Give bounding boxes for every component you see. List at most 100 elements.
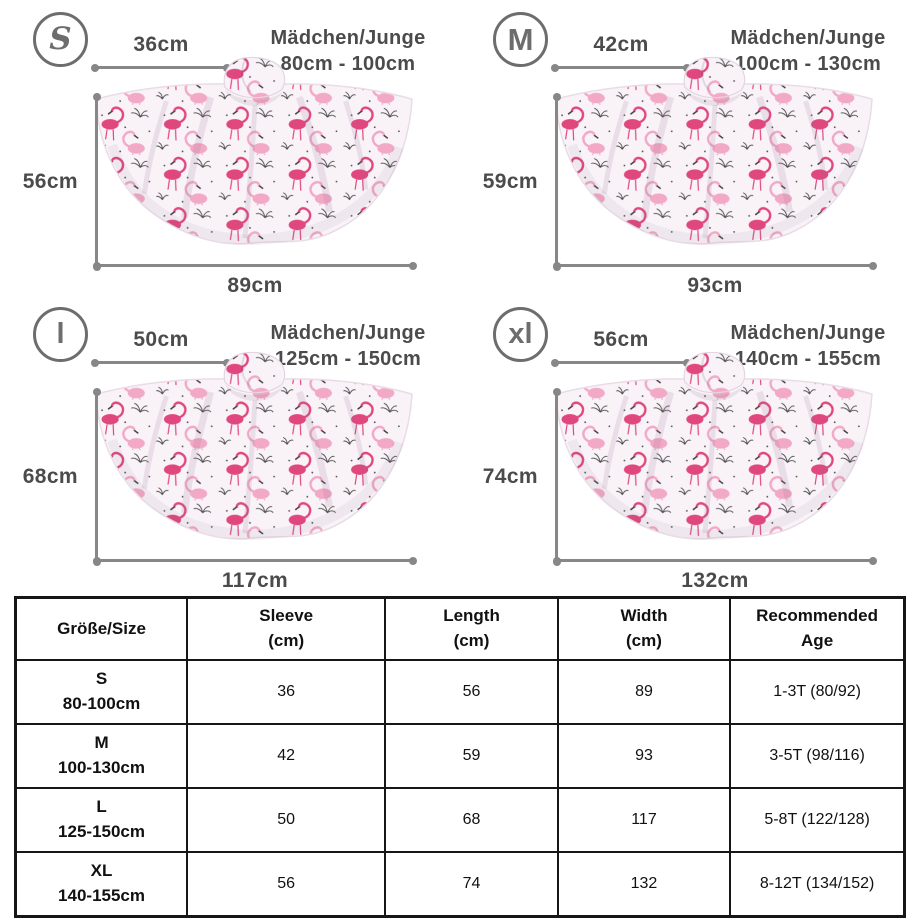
cape-collar [683,56,746,99]
poncho-svg [95,351,413,541]
cell-age: 5-8T (122/128) [729,787,906,853]
size-range: 140-155cm [58,886,146,905]
cape-collar [683,351,746,394]
header-line: (cm) [268,631,305,650]
size-diagram-grid: S 36cm Mädchen/Junge 80cm - 100cm [0,0,920,592]
flamingo-poncho-image [552,349,876,566]
width-measure-label: 89cm [227,274,283,297]
header-line: Age [801,631,834,650]
table-row: M 100-130cm 42 59 93 3-5T (98/116) [14,723,906,789]
under-collar-shadow [224,384,284,401]
table-row: XL 140-155cm 56 74 132 8-12T (134/152) [14,851,906,918]
height-range-text: 100cm - 130cm [734,53,882,75]
collar-fold-line [700,354,712,388]
sleeve-dimension-line [91,358,231,367]
poncho-svg [555,56,873,246]
width-dimension-line [553,261,877,270]
cell-sleeve: 36 [186,659,387,725]
sleeve-dimension-line [551,63,691,72]
audience-label: Mädchen/Junge 100cm - 130cm [716,25,900,77]
sleeve-measure-label: 56cm [593,328,649,351]
header-line: Recommended [756,606,879,626]
cell-age: 8-12T (134/152) [729,851,906,918]
cell-size: XL 140-155cm [14,851,189,918]
width-measure-label: 117cm [221,569,289,592]
header-line: Sleeve [259,606,314,626]
cell-length: 59 [384,723,559,789]
cell-age: 3-5T (98/116) [729,723,906,789]
width-measure-label: 93cm [687,274,743,297]
size-letter: L [96,797,107,817]
length-dimension-line [552,388,561,566]
size-table: Größe/Size Sleeve (cm) Length (cm) Width… [14,596,906,918]
collar-fold-line [240,59,252,93]
header-size: Größe/Size [14,596,189,661]
header-recommended-age: Recommended Age [729,596,906,661]
cell-sleeve: 42 [186,723,387,789]
audience-text: Mädchen/Junge [270,27,426,49]
size-letter: M [94,733,109,753]
height-range-text: 125cm - 150cm [274,348,422,370]
fold-shading [107,390,404,541]
fold-shading [567,95,864,246]
fold-shading [567,390,864,541]
cell-width: 117 [556,787,732,853]
width-dimension-line [93,556,417,565]
size-range: 125-150cm [58,822,146,841]
size-badge: xl [493,307,548,362]
size-badge: S [33,12,88,67]
header-line: Width [620,606,668,626]
header-line: (cm) [453,631,490,650]
sleeve-measure-label: 36cm [133,33,189,56]
size-badge: l [33,307,88,362]
cape-collar [223,56,286,99]
cell-sleeve: 56 [186,851,387,918]
sleeve-measure-label: 42cm [593,33,649,56]
flamingo-poncho-image [552,54,876,271]
table-header-row: Größe/Size Sleeve (cm) Length (cm) Width… [14,596,906,661]
cell-size: L 125-150cm [14,787,189,853]
width-dimension-line [553,556,877,565]
under-collar-shadow [684,89,744,106]
height-range-text: 80cm - 100cm [280,53,416,75]
size-panel-xl: xl 56cm Mädchen/Junge 140cm - 155cm [460,295,920,592]
width-measure-label: 132cm [681,569,749,592]
size-range: 100-130cm [58,758,146,777]
poncho-svg [95,56,413,246]
cell-size: S 80-100cm [14,659,189,725]
header-sleeve: Sleeve (cm) [186,596,387,661]
cell-sleeve: 50 [186,787,387,853]
cell-length: 56 [384,659,559,725]
table-row: S 80-100cm 36 56 89 1-3T (80/92) [14,659,906,725]
size-panel-s: S 36cm Mädchen/Junge 80cm - 100cm [0,0,460,297]
under-collar-shadow [684,384,744,401]
cell-length: 68 [384,787,559,853]
collar-fold-line [240,354,252,388]
size-letter: XL [90,861,113,881]
audience-label: Mädchen/Junge 80cm - 100cm [256,25,440,77]
collar-fold-line [700,59,712,93]
cell-width: 132 [556,851,732,918]
under-collar-shadow [224,89,284,106]
length-measure-label: 74cm [482,465,538,488]
header-width: Width (cm) [556,596,732,661]
header-line: (cm) [626,631,662,650]
width-dimension-line [93,261,417,270]
poncho-svg [555,351,873,541]
length-measure-label: 68cm [22,465,78,488]
cell-width: 89 [556,659,732,725]
size-range: 80-100cm [62,694,141,713]
audience-text: Mädchen/Junge [730,322,886,344]
audience-text: Mädchen/Junge [270,322,426,344]
header-line: Length [443,606,500,626]
size-badge: M [493,12,548,67]
cell-width: 93 [556,723,732,789]
header-line: Größe/Size [57,618,146,638]
length-dimension-line [552,93,561,271]
audience-label: Mädchen/Junge 140cm - 155cm [716,320,900,372]
size-panel-l: l 50cm Mädchen/Junge 125cm - 150cm [0,295,460,592]
sleeve-dimension-line [91,63,231,72]
length-measure-label: 56cm [22,170,78,193]
size-panel-m: M 42cm Mädchen/Junge 100cm - 130cm [460,0,920,297]
